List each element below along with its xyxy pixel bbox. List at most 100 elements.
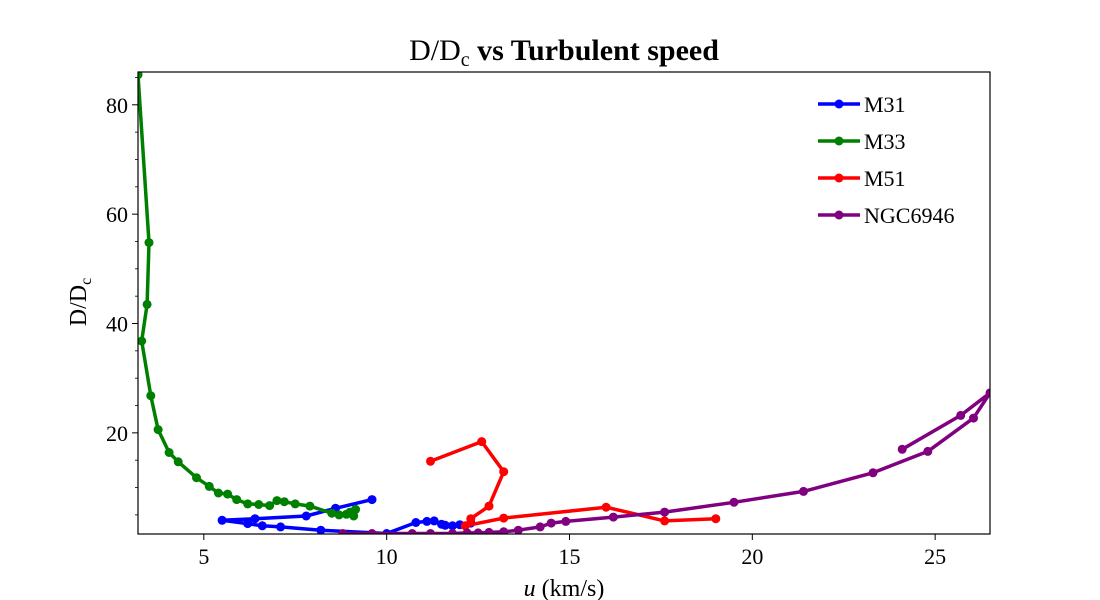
legend-item-m51: M51 (818, 166, 906, 191)
data-point (561, 516, 571, 526)
legend-label: M31 (864, 92, 906, 117)
y-axis-label: D/Dc (66, 278, 95, 326)
data-point (345, 507, 355, 517)
data-point (499, 527, 509, 534)
chart-title: D/Dc vs Turbulent speed (409, 34, 719, 71)
y-tick-label: 40 (106, 312, 128, 337)
data-point (173, 457, 183, 467)
data-point (213, 488, 223, 498)
data-point (138, 336, 147, 346)
series-ngc6946 (338, 388, 990, 534)
data-point (601, 502, 611, 512)
data-point (660, 516, 670, 526)
x-tick-label: 15 (558, 544, 580, 569)
data-point (232, 495, 242, 505)
legend-label: M33 (864, 129, 906, 154)
title-sub: c (461, 49, 470, 71)
legend-swatch-marker (834, 99, 844, 109)
data-point (897, 444, 907, 454)
data-point (243, 519, 253, 529)
data-point (146, 391, 156, 401)
data-point (868, 468, 878, 478)
data-point (985, 388, 990, 398)
data-point (484, 501, 494, 511)
data-point (142, 299, 152, 309)
data-point (477, 437, 487, 447)
data-point (426, 456, 435, 466)
y-tick-label: 60 (106, 202, 128, 227)
data-point (265, 501, 275, 511)
legend-swatch-marker (834, 210, 844, 220)
data-point (499, 467, 509, 477)
data-point (460, 521, 470, 531)
data-point (448, 529, 457, 534)
xlabel-italic: u (524, 576, 536, 600)
data-point (338, 529, 348, 534)
data-point (923, 446, 933, 456)
axis-ticks: 5 10 15 20 25 20 40 60 80 (106, 77, 946, 569)
data-point (660, 507, 670, 517)
data-point (334, 510, 344, 520)
legend-swatch-marker (834, 173, 844, 183)
x-tick-label: 10 (376, 544, 398, 569)
data-point (250, 514, 260, 524)
data-point (411, 518, 421, 527)
data-point (729, 497, 739, 507)
data-point (192, 473, 201, 483)
data-point (153, 425, 163, 435)
data-point (217, 515, 227, 525)
legend-swatch-marker (834, 136, 844, 146)
ylabel-main: D/D (66, 285, 92, 326)
data-point (254, 500, 264, 509)
data-point (243, 499, 253, 509)
data-point (327, 508, 337, 518)
data-point (367, 495, 377, 505)
data-point (473, 528, 483, 534)
data-point (466, 514, 476, 524)
data-point (301, 511, 311, 521)
data-point (138, 72, 143, 80)
data-point (290, 499, 300, 509)
xlabel-rest: (km/s) (536, 576, 605, 600)
x-tick-label: 25 (924, 544, 946, 569)
data-point (316, 525, 326, 534)
y-tick-label: 20 (106, 421, 128, 446)
data-point (407, 529, 417, 534)
legend-item-m33: M33 (818, 129, 906, 154)
data-point (484, 527, 494, 534)
data-point (422, 516, 432, 526)
data-point (276, 522, 286, 532)
plot-frame (137, 71, 991, 535)
legend-item-ngc6946: NGC6946 (818, 203, 954, 228)
x-tick-label: 20 (741, 544, 763, 569)
data-point (144, 238, 154, 248)
series-m33 (138, 72, 361, 521)
x-tick-label: 5 (198, 544, 209, 569)
data-point (969, 413, 978, 423)
title-bold: vs Turbulent speed (477, 34, 719, 67)
data-point (164, 448, 174, 457)
data-point (462, 528, 472, 534)
legend-item-m31: M31 (818, 92, 906, 117)
data-point (279, 497, 289, 507)
legend: M31 M33 M51 NGC6946 (818, 92, 954, 228)
series-line (429, 439, 716, 528)
y-tick-label: 80 (106, 93, 128, 118)
data-point (711, 514, 721, 524)
data-point (367, 529, 377, 534)
data-point (272, 496, 282, 506)
legend-label: M51 (864, 166, 906, 191)
data-point (535, 522, 545, 532)
data-point (799, 486, 808, 496)
data-point (608, 512, 618, 522)
data-point (223, 489, 233, 499)
data-point (429, 516, 439, 526)
data-point (956, 410, 966, 420)
data-point (440, 520, 450, 530)
data-point (305, 501, 315, 511)
ylabel-sub: c (78, 278, 95, 285)
data-point (426, 529, 435, 534)
data-point (204, 481, 214, 491)
data-point (546, 518, 556, 528)
